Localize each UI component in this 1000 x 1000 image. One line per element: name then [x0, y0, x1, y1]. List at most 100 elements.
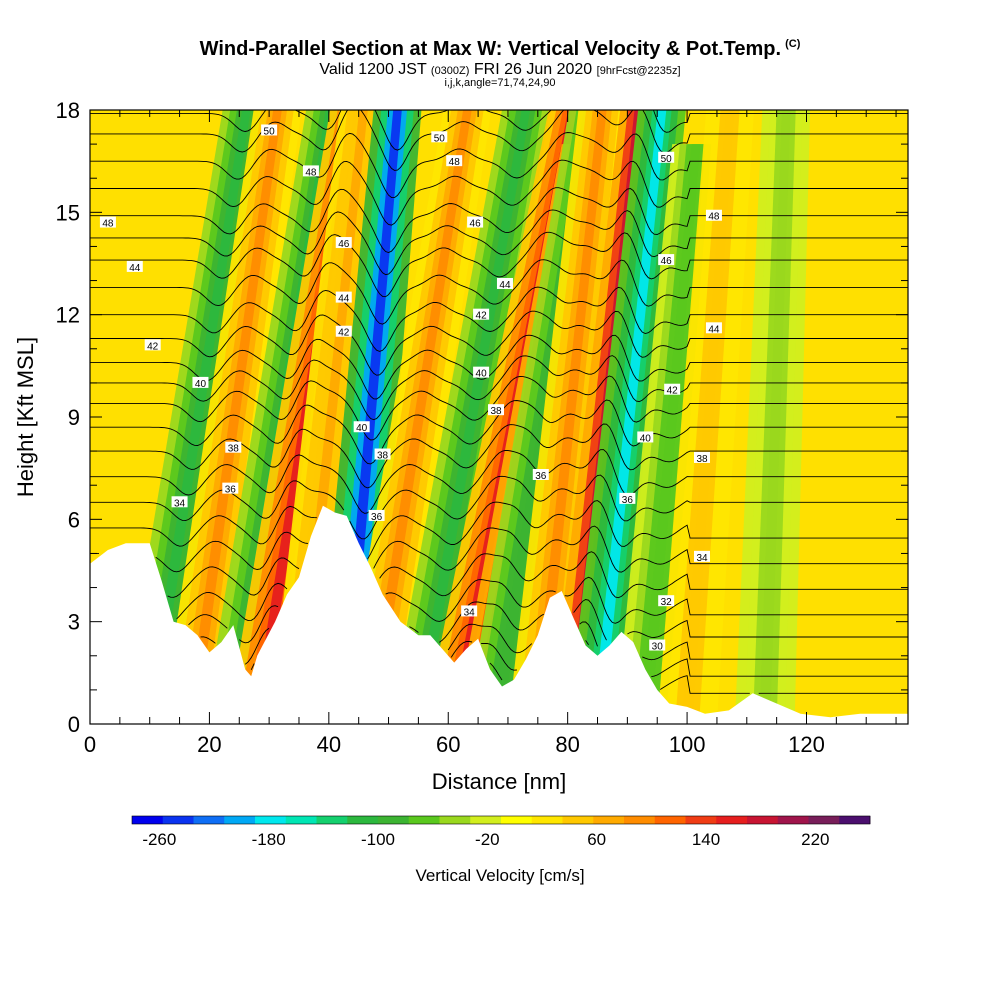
theta-label-box: [353, 421, 370, 433]
colorbar-swatch: [316, 816, 348, 824]
colorbar-swatch: [531, 816, 563, 824]
theta-label-text: 38: [696, 454, 708, 465]
theta-contour-line: [176, 576, 908, 624]
colorbar-swatch: [347, 816, 379, 824]
theta-contour-line: [90, 355, 908, 421]
velocity-band-layer: [639, 144, 701, 724]
theta-label: 48: [705, 209, 722, 223]
velocity-band-layer: [186, 110, 282, 724]
theta-label-box: [335, 291, 352, 303]
theta-label-text: 46: [661, 256, 673, 267]
theta-label: 42: [144, 339, 161, 352]
theta-label-text: 48: [102, 219, 114, 230]
theta-label-box: [473, 308, 490, 320]
colorbar-tick-label: 220: [801, 830, 829, 849]
x-tick-label: 120: [788, 732, 825, 757]
colorbar-swatch: [408, 816, 440, 824]
subtitle-valid: Valid 1200 JST: [319, 61, 427, 78]
theta-label-box: [649, 639, 666, 651]
y-tick-label: 15: [56, 200, 80, 225]
theta-contour-labels: 50 48 48 44 42 40 38 36 34 46 44 42 40 38 36 50 48 46 44 42…: [99, 124, 722, 653]
theta-label-text: 36: [622, 495, 634, 506]
y-tick-label: 3: [68, 610, 80, 635]
copyright-mark: (C): [785, 38, 801, 51]
theta-label: 36: [619, 492, 636, 506]
colorbar-swatch: [501, 816, 533, 824]
theta-contours: [90, 110, 908, 694]
velocity-band-layer: [592, 110, 667, 724]
theta-contour-line: [90, 423, 908, 489]
theta-label-text: 38: [228, 444, 240, 455]
theta-label-box: [473, 366, 490, 378]
theta-label: 50: [261, 124, 278, 137]
theta-contour-line: [167, 551, 908, 599]
x-axis-label: Distance [nm]: [432, 769, 567, 794]
theta-label-text: 40: [640, 433, 652, 444]
theta-contour-line: [90, 209, 908, 276]
colorbar-tick-label: -20: [475, 830, 500, 849]
theta-label-box: [171, 496, 188, 508]
colorbar: -260 -180 -100 -20 60 140 220: [131, 815, 871, 849]
subtitle-forecast: [9hrFcst@2235z]: [596, 65, 681, 77]
theta-label-text: 48: [708, 212, 720, 223]
theta-label: 42: [664, 383, 681, 397]
theta-label-text: 34: [174, 498, 186, 509]
x-tick-label: 20: [197, 732, 221, 757]
x-tick-label: 100: [669, 732, 706, 757]
theta-label-box: [637, 431, 654, 443]
theta-contour-line: [188, 599, 908, 644]
theta-label-text: 50: [264, 126, 276, 137]
theta-label: 30: [649, 639, 666, 653]
velocity-band: [388, 110, 550, 724]
colorbar-label: Vertical Velocity [cm/s]: [415, 866, 584, 885]
colorbar-swatch: [162, 816, 194, 824]
theta-label: 38: [374, 448, 391, 462]
theta-label-text: 44: [499, 280, 511, 291]
subtitle-utc: (0300Z): [430, 65, 470, 77]
theta-label: 34: [694, 550, 711, 564]
theta-label-box: [488, 404, 505, 416]
theta-label: 50: [658, 151, 675, 165]
theta-label-box: [705, 322, 722, 334]
theta-label: 40: [353, 421, 370, 434]
theta-label-box: [368, 509, 385, 521]
theta-label-box: [261, 124, 278, 136]
theta-label-text: 42: [147, 341, 159, 352]
theta-label-text: 42: [476, 311, 488, 322]
velocity-band-layer: [365, 110, 472, 724]
colorbar-swatch: [378, 816, 410, 824]
x-tick-label: 60: [436, 732, 460, 757]
theta-label: 46: [335, 237, 352, 250]
theta-label: 44: [126, 260, 143, 274]
theta-label: 38: [488, 404, 505, 417]
theta-label-text: 34: [696, 553, 708, 564]
theta-label: 38: [694, 451, 711, 465]
theta-label-text: 32: [661, 597, 673, 608]
theta-label-box: [532, 468, 549, 480]
theta-label-text: 48: [305, 167, 317, 178]
theta-label: 48: [302, 165, 319, 178]
theta-label: 34: [171, 496, 188, 509]
theta-label: 36: [368, 509, 385, 523]
velocity-band-layer: [144, 110, 251, 724]
y-tick-label: 12: [56, 303, 80, 328]
theta-label: 44: [705, 322, 722, 335]
theta-label-text: 34: [464, 607, 476, 618]
theta-label: 36: [222, 482, 239, 496]
theta-label-box: [335, 237, 352, 249]
theta-contour-line: [90, 159, 908, 226]
theta-label: 46: [658, 254, 675, 267]
theta-label-text: 38: [377, 451, 389, 462]
velocity-band-layer: [759, 110, 791, 724]
colorbar-swatch: [470, 816, 502, 824]
y-tick-label: 18: [56, 98, 80, 123]
y-tick-label: 6: [68, 507, 80, 532]
velocity-bands: [119, 110, 811, 724]
theta-label-box: [619, 492, 636, 504]
theta-label-text: 50: [661, 154, 673, 165]
theta-contour-line: [90, 110, 908, 171]
colorbar-swatch: [685, 816, 717, 824]
colorbar-swatch: [777, 816, 809, 824]
theta-label-box: [694, 550, 711, 562]
colorbar-swatch: [747, 816, 779, 824]
